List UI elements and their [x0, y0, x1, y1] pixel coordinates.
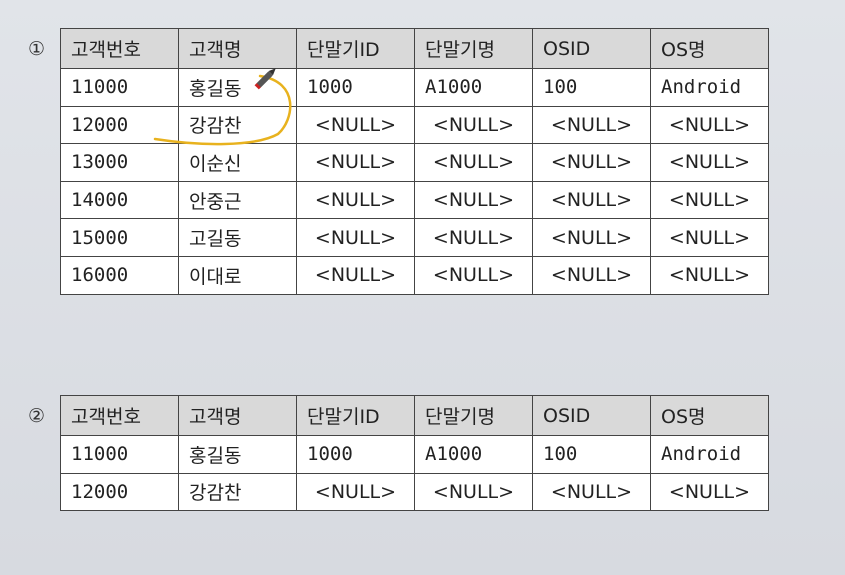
cell-customer-name: 홍길동 — [178, 68, 297, 107]
table-marker-2: ② — [28, 405, 46, 427]
cell-device-id: <NULL> — [296, 472, 415, 512]
cell-device-name: <NULL> — [414, 255, 533, 295]
cell-device-id: <NULL> — [296, 143, 415, 182]
header-cell: 고객번호 — [60, 395, 179, 436]
cell-os-id: 100 — [532, 435, 651, 474]
cell-device-id: <NULL> — [296, 255, 415, 295]
cell-os-id: 100 — [532, 68, 651, 107]
header-cell: OS명 — [650, 28, 769, 69]
cell-device-name: <NULL> — [414, 143, 533, 182]
header-cell: 고객명 — [178, 28, 297, 69]
cell-os-id: <NULL> — [532, 105, 651, 145]
cell-device-id: 1000 — [296, 435, 415, 474]
cell-os-name: <NULL> — [650, 180, 769, 220]
cell-os-id: <NULL> — [532, 472, 651, 512]
cell-os-name: <NULL> — [650, 143, 769, 182]
cell-customer-no: 12000 — [60, 105, 179, 145]
cell-os-name: <NULL> — [650, 255, 769, 295]
cell-device-id: <NULL> — [296, 105, 415, 145]
cell-device-id: <NULL> — [296, 180, 415, 220]
table-row: 13000 이순신 <NULL> <NULL> <NULL> <NULL> — [60, 143, 769, 182]
cell-customer-no: 11000 — [60, 68, 179, 107]
cell-customer-no: 14000 — [60, 180, 179, 220]
cell-customer-name: 홍길동 — [178, 435, 297, 474]
table-row: 12000 강감찬 <NULL> <NULL> <NULL> <NULL> — [60, 105, 769, 145]
header-row: 고객번호 고객명 단말기ID 단말기명 OSID OS명 — [60, 28, 769, 69]
header-cell: OSID — [532, 28, 651, 69]
header-cell: OSID — [532, 395, 651, 436]
table-row: 11000 홍길동 1000 A1000 100 Android — [60, 68, 769, 107]
cell-os-name: <NULL> — [650, 472, 769, 512]
cell-device-name: A1000 — [414, 68, 533, 107]
header-cell: 단말기명 — [414, 395, 533, 436]
table-marker-1: ① — [28, 38, 46, 60]
header-cell: 고객번호 — [60, 28, 179, 69]
cell-customer-no: 15000 — [60, 218, 179, 257]
header-row: 고객번호 고객명 단말기ID 단말기명 OSID OS명 — [60, 395, 769, 436]
table-row: 12000 강감찬 <NULL> <NULL> <NULL> <NULL> — [60, 472, 769, 512]
cell-customer-no: 11000 — [60, 435, 179, 474]
cell-device-name: A1000 — [414, 435, 533, 474]
header-cell: 단말기ID — [296, 395, 415, 436]
cell-os-name: Android — [650, 435, 769, 474]
cell-os-name: <NULL> — [650, 218, 769, 257]
cell-device-id: 1000 — [296, 68, 415, 107]
cell-customer-no: 13000 — [60, 143, 179, 182]
cell-os-id: <NULL> — [532, 180, 651, 220]
cell-os-id: <NULL> — [532, 218, 651, 257]
table-row: 16000 이대로 <NULL> <NULL> <NULL> <NULL> — [60, 255, 769, 295]
cell-customer-name: 안중근 — [178, 180, 297, 220]
header-cell: 고객명 — [178, 395, 297, 436]
table-row: 11000 홍길동 1000 A1000 100 Android — [60, 435, 769, 474]
cell-customer-name: 강감찬 — [178, 105, 297, 145]
cell-customer-no: 16000 — [60, 255, 179, 295]
header-cell: 단말기명 — [414, 28, 533, 69]
table-row: 15000 고길동 <NULL> <NULL> <NULL> <NULL> — [60, 218, 769, 257]
cell-customer-name: 이순신 — [178, 143, 297, 182]
cell-customer-name: 강감찬 — [178, 472, 297, 512]
cell-customer-no: 12000 — [60, 472, 179, 512]
cell-os-id: <NULL> — [532, 143, 651, 182]
cell-device-name: <NULL> — [414, 180, 533, 220]
header-cell: OS명 — [650, 395, 769, 436]
cell-os-id: <NULL> — [532, 255, 651, 295]
result-table-1: 고객번호 고객명 단말기ID 단말기명 OSID OS명 11000 홍길동 1… — [60, 28, 769, 295]
table-row: 14000 안중근 <NULL> <NULL> <NULL> <NULL> — [60, 180, 769, 220]
cell-os-name: Android — [650, 68, 769, 107]
cell-customer-name: 고길동 — [178, 218, 297, 257]
cell-device-id: <NULL> — [296, 218, 415, 257]
cell-device-name: <NULL> — [414, 105, 533, 145]
cell-os-name: <NULL> — [650, 105, 769, 145]
cell-device-name: <NULL> — [414, 472, 533, 512]
cell-customer-name: 이대로 — [178, 255, 297, 295]
header-cell: 단말기ID — [296, 28, 415, 69]
result-table-2: 고객번호 고객명 단말기ID 단말기명 OSID OS명 11000 홍길동 1… — [60, 395, 769, 512]
cell-device-name: <NULL> — [414, 218, 533, 257]
